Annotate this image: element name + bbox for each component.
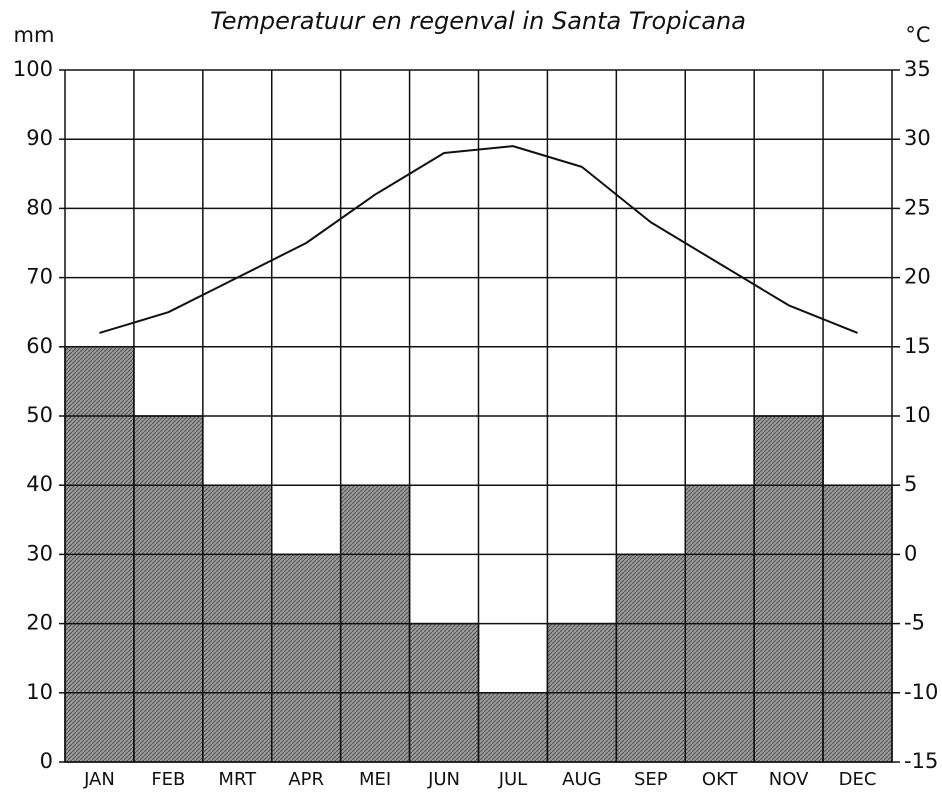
x-tick-label: JAN — [83, 769, 115, 790]
y2-tick-label: -10 — [904, 680, 938, 704]
y2-tick-label: 20 — [904, 265, 931, 289]
temperature-line — [99, 145, 858, 334]
x-tick-label: JUN — [427, 769, 460, 790]
y2-tick-label: 30 — [904, 126, 931, 150]
x-tick-label: APR — [288, 769, 324, 790]
y-tick-label: 60 — [26, 334, 53, 358]
x-tick-label: SEP — [634, 769, 668, 790]
bar — [753, 415, 824, 763]
x-tick-label: MRT — [218, 769, 257, 790]
y2-tick-label: 35 — [904, 57, 931, 81]
y2-tick-label: 0 — [904, 541, 917, 565]
x-tick-label: OKT — [702, 769, 739, 790]
y-tick-label: 50 — [26, 403, 53, 427]
bar — [271, 553, 342, 763]
x-tick-label: FEB — [151, 769, 185, 790]
y-tick-label: 30 — [26, 541, 53, 565]
y-tick-label: 70 — [26, 265, 53, 289]
y-tick-label: 0 — [40, 749, 53, 773]
y-tick-label: 40 — [26, 472, 53, 496]
x-tick-label: AUG — [562, 769, 601, 790]
y-tick-label: 80 — [26, 195, 53, 219]
y-tick-label: 90 — [26, 126, 53, 150]
y2-tick-label: 10 — [904, 403, 931, 427]
bar — [615, 553, 686, 763]
y2-tick-label: 15 — [904, 334, 931, 358]
bar — [477, 692, 549, 763]
y-tick-label: 20 — [26, 611, 53, 635]
x-tick-label: DEC — [839, 769, 877, 790]
chart-title: Temperatuur en regenval in Santa Tropica… — [210, 7, 746, 35]
y-tick-label: 10 — [26, 680, 53, 704]
y2-tick-label: 5 — [904, 472, 917, 496]
y2-tick-label: 25 — [904, 195, 931, 219]
y-axis-label: mm — [14, 23, 55, 47]
bar — [133, 415, 204, 763]
x-tick-label: MEI — [359, 769, 391, 790]
y2-tick-label: -5 — [904, 611, 925, 635]
y2-tick-label: -15 — [904, 749, 938, 773]
y-tick-label: 100 — [13, 57, 53, 81]
x-tick-label: JUL — [498, 769, 528, 790]
y2-axis-label: °C — [905, 23, 930, 47]
x-tick-label: NOV — [769, 769, 809, 790]
